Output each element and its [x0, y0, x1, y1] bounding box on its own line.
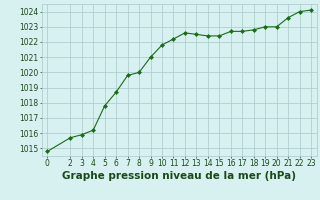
X-axis label: Graphe pression niveau de la mer (hPa): Graphe pression niveau de la mer (hPa) [62, 171, 296, 181]
